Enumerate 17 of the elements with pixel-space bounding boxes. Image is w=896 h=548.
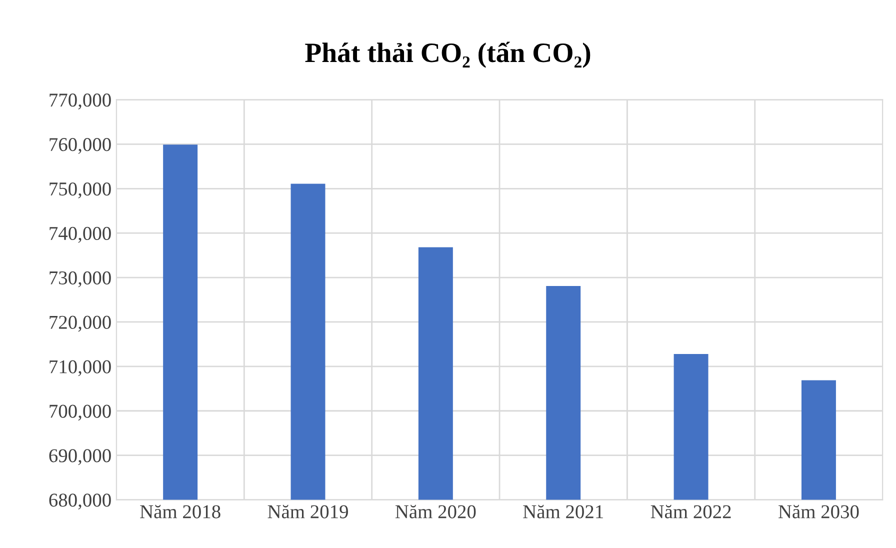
- y-tick-label: 720,000: [50, 316, 111, 332]
- x-tick-label: Năm 2018: [140, 504, 220, 518]
- y-tick-label: 690,000: [49, 449, 111, 466]
- x-tick-label: Năm 2022: [650, 504, 731, 518]
- y-tick-label: 750,000: [50, 182, 111, 198]
- y-tick-label: 700,000: [50, 404, 111, 421]
- y-tick-label: 770,000: [50, 94, 111, 110]
- y-tick-label: 760,000: [50, 138, 111, 154]
- y-tick-label: 710,000: [50, 360, 111, 376]
- x-tick-label: Năm 2030: [778, 504, 859, 518]
- y-tick-label: 740,000: [50, 226, 111, 243]
- x-tick-label: Năm 2020: [395, 504, 476, 518]
- y-tick-label: 730,000: [50, 271, 111, 288]
- x-tick-label: Năm 2019: [268, 504, 348, 518]
- x-tick-label: Năm 2021: [523, 504, 603, 518]
- y-tick-label: 680,000: [49, 494, 111, 510]
- chart-title: Phát thải CO₂ (tấn CO₂): [305, 42, 590, 68]
